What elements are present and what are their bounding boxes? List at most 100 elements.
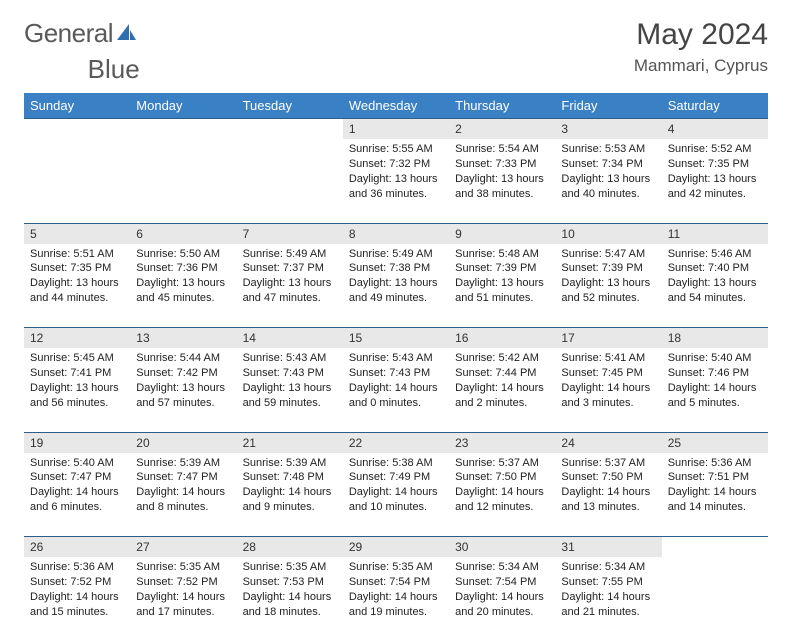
brand-word1: General [24, 18, 113, 49]
daylight-text: and 0 minutes. [349, 396, 443, 411]
day-number-cell [130, 119, 236, 140]
daynum-row: 1234 [24, 119, 768, 140]
daylight-text: and 14 minutes. [668, 500, 762, 515]
day-cell: Sunrise: 5:41 AMSunset: 7:45 PMDaylight:… [555, 348, 661, 432]
sunset-text: Sunset: 7:55 PM [561, 575, 655, 590]
sunset-text: Sunset: 7:44 PM [455, 366, 549, 381]
day-number-cell: 8 [343, 223, 449, 244]
weekday-header: Wednesday [343, 93, 449, 119]
day-cell: Sunrise: 5:49 AMSunset: 7:38 PMDaylight:… [343, 244, 449, 328]
daylight-text: and 54 minutes. [668, 291, 762, 306]
daylight-text: Daylight: 13 hours [30, 276, 124, 291]
day-cell [130, 139, 236, 223]
day-number-cell: 6 [130, 223, 236, 244]
sunrise-text: Sunrise: 5:35 AM [136, 560, 230, 575]
weekday-header-row: Sunday Monday Tuesday Wednesday Thursday… [24, 93, 768, 119]
sunset-text: Sunset: 7:48 PM [243, 470, 337, 485]
day-cell: Sunrise: 5:46 AMSunset: 7:40 PMDaylight:… [662, 244, 768, 328]
daylight-text: Daylight: 14 hours [243, 485, 337, 500]
sunset-text: Sunset: 7:40 PM [668, 261, 762, 276]
day-cell: Sunrise: 5:38 AMSunset: 7:49 PMDaylight:… [343, 453, 449, 537]
daylight-text: and 10 minutes. [349, 500, 443, 515]
daylight-text: and 47 minutes. [243, 291, 337, 306]
daylight-text: Daylight: 14 hours [561, 381, 655, 396]
day-cell [662, 557, 768, 641]
sunset-text: Sunset: 7:52 PM [30, 575, 124, 590]
daylight-text: Daylight: 14 hours [30, 590, 124, 605]
week-row: Sunrise: 5:45 AMSunset: 7:41 PM Daylight:… [24, 348, 768, 432]
sunrise-text: Sunrise: 5:49 AM [243, 247, 337, 262]
sunrise-text: Sunrise: 5:39 AM [136, 456, 230, 471]
day-cell: Sunrise: 5:36 AMSunset: 7:51 PMDaylight:… [662, 453, 768, 537]
day-number: 28 [243, 540, 256, 554]
day-cell: Sunrise: 5:40 AMSunset: 7:47 PMDaylight:… [24, 453, 130, 537]
daylight-text: Daylight: 13 hours [455, 172, 549, 187]
day-number: 2 [455, 122, 462, 136]
daylight-text: and 9 minutes. [243, 500, 337, 515]
sunset-text: Sunset: 7:39 PM [561, 261, 655, 276]
day-number-cell: 5 [24, 223, 130, 244]
sunset-text: Sunset: 7:35 PM [668, 157, 762, 172]
sunrise-text: Sunrise: 5:37 AM [561, 456, 655, 471]
day-number: 13 [136, 331, 149, 345]
week-row: Sunrise: 5:55 AMSunset: 7:32 PMDaylight:… [24, 139, 768, 223]
sunset-text: Sunset: 7:45 PM [561, 366, 655, 381]
sunrise-text: Sunrise: 5:50 AM [136, 247, 230, 262]
sunset-text: Sunset: 7:54 PM [349, 575, 443, 590]
week-row: Sunrise: 5:36 AMSunset: 7:52 PMDaylight:… [24, 557, 768, 641]
day-number-cell: 9 [449, 223, 555, 244]
calendar-table: Sunday Monday Tuesday Wednesday Thursday… [24, 93, 768, 641]
day-number-cell: 15 [343, 328, 449, 349]
sunrise-text: Sunrise: 5:43 AM [349, 351, 443, 366]
daylight-text: and 45 minutes. [136, 291, 230, 306]
day-number-cell: 14 [237, 328, 343, 349]
sunset-text: Sunset: 7:50 PM [561, 470, 655, 485]
sunset-text: Sunset: 7:42 PM [136, 366, 230, 381]
daylight-text: and 5 minutes. [668, 396, 762, 411]
day-number-cell: 11 [662, 223, 768, 244]
sunset-text: Sunset: 7:52 PM [136, 575, 230, 590]
daylight-text: and 42 minutes. [668, 187, 762, 202]
daylight-text: Daylight: 14 hours [30, 485, 124, 500]
sail-icon [115, 18, 137, 49]
daylight-text: Daylight: 14 hours [668, 381, 762, 396]
sunset-text: Sunset: 7:41 PM [30, 366, 124, 381]
week-row: Sunrise: 5:51 AMSunset: 7:35 PMDaylight:… [24, 244, 768, 328]
day-number: 19 [30, 436, 43, 450]
day-number: 22 [349, 436, 362, 450]
day-cell: Sunrise: 5:34 AMSunset: 7:55 PMDaylight:… [555, 557, 661, 641]
day-cell: Sunrise: 5:37 AMSunset: 7:50 PMDaylight:… [449, 453, 555, 537]
daylight-text: Daylight: 14 hours [455, 485, 549, 500]
day-number: 25 [668, 436, 681, 450]
daylight-text: Daylight: 13 hours [561, 172, 655, 187]
day-number-cell: 19 [24, 432, 130, 453]
daylight-text: and 49 minutes. [349, 291, 443, 306]
daylight-text: Daylight: 14 hours [349, 381, 443, 396]
day-cell: Sunrise: 5:44 AMSunset: 7:42 PMDaylight:… [130, 348, 236, 432]
day-number: 3 [561, 122, 568, 136]
daylight-text: and 12 minutes. [455, 500, 549, 515]
sunrise-text: Sunrise: 5:45 AM [30, 351, 124, 366]
sunrise-text: Sunrise: 5:35 AM [243, 560, 337, 575]
daylight-text: Daylight: 13 hours [668, 276, 762, 291]
sunrise-text: Sunrise: 5:47 AM [561, 247, 655, 262]
day-number-cell: 23 [449, 432, 555, 453]
sunset-text: Sunset: 7:51 PM [668, 470, 762, 485]
title-block: May 2024 Mammari, Cyprus [634, 18, 768, 76]
daylight-text: and 52 minutes. [561, 291, 655, 306]
day-number: 10 [561, 227, 574, 241]
sunset-text: Sunset: 7:49 PM [349, 470, 443, 485]
day-number: 30 [455, 540, 468, 554]
day-number-cell [237, 119, 343, 140]
day-cell: Sunrise: 5:52 AMSunset: 7:35 PMDaylight:… [662, 139, 768, 223]
daylight-text: Daylight: 13 hours [349, 172, 443, 187]
day-number: 15 [349, 331, 362, 345]
day-number-cell [662, 537, 768, 558]
sunrise-text: Sunrise: 5:49 AM [349, 247, 443, 262]
day-cell: Sunrise: 5:47 AMSunset: 7:39 PMDaylight:… [555, 244, 661, 328]
sunset-text: Sunset: 7:46 PM [668, 366, 762, 381]
day-number: 29 [349, 540, 362, 554]
sunrise-text: Sunrise: 5:53 AM [561, 142, 655, 157]
day-cell: Sunrise: 5:35 AMSunset: 7:54 PMDaylight:… [343, 557, 449, 641]
day-number-cell: 27 [130, 537, 236, 558]
